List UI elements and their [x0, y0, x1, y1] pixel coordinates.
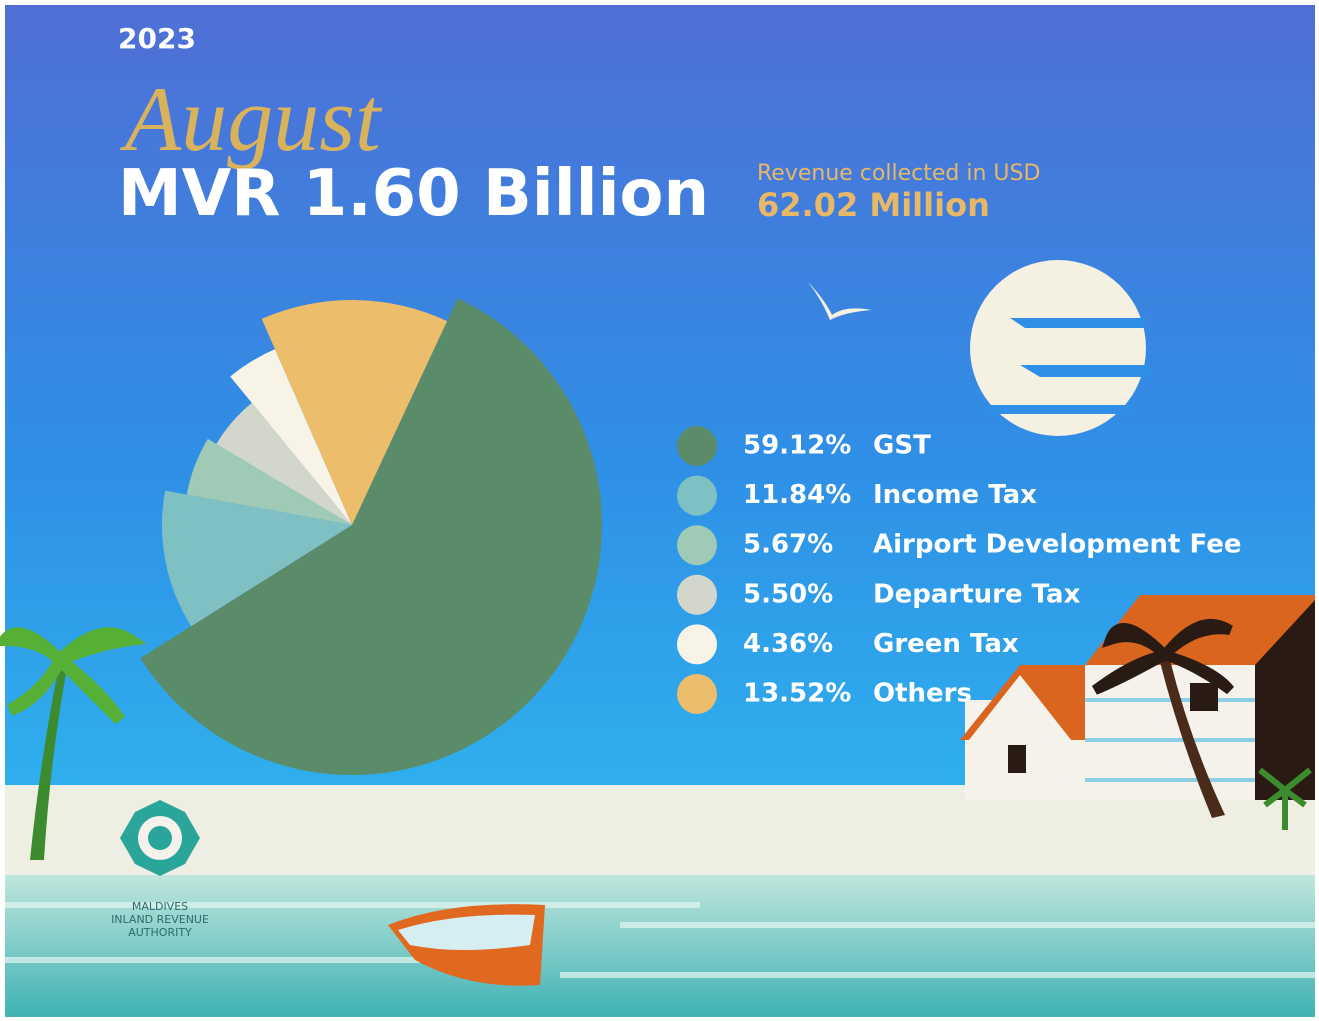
page: MALDIVESINLAND REVENUEAUTHORITY 2023 Aug…	[0, 0, 1319, 1021]
legend-label: Departure Tax	[873, 579, 1081, 609]
sea	[5, 875, 1315, 1017]
legend-value: 4.36%	[743, 629, 833, 659]
legend-label: GST	[873, 431, 931, 461]
legend-label: Airport Development Fee	[873, 530, 1242, 560]
infographic: MALDIVESINLAND REVENUEAUTHORITY 2023 Aug…	[0, 0, 1319, 1021]
legend-label: Income Tax	[873, 480, 1037, 510]
legend-label: Others	[873, 679, 972, 709]
legend-value: 13.52%	[743, 679, 851, 709]
legend-value: 59.12%	[743, 431, 851, 461]
legend-value: 11.84%	[743, 480, 851, 510]
legend-swatch	[677, 674, 717, 714]
usd-value: 62.02 Million	[757, 186, 990, 224]
logo-line: INLAND REVENUE	[111, 913, 209, 926]
chart-title: MVR 1.60 Billion	[118, 157, 709, 231]
legend-swatch	[677, 575, 717, 615]
logo-line: MALDIVES	[132, 900, 188, 913]
month: August	[119, 68, 383, 170]
legend-value: 5.50%	[743, 579, 833, 609]
year: 2023	[118, 22, 196, 55]
legend-swatch	[677, 426, 717, 466]
legend-label: Green Tax	[873, 629, 1019, 659]
legend-swatch	[677, 624, 717, 664]
legend-swatch	[677, 525, 717, 565]
legend-value: 5.67%	[743, 530, 833, 560]
logo-line: AUTHORITY	[128, 926, 192, 939]
legend-swatch	[677, 476, 717, 516]
usd-label: Revenue collected in USD	[757, 161, 1040, 186]
